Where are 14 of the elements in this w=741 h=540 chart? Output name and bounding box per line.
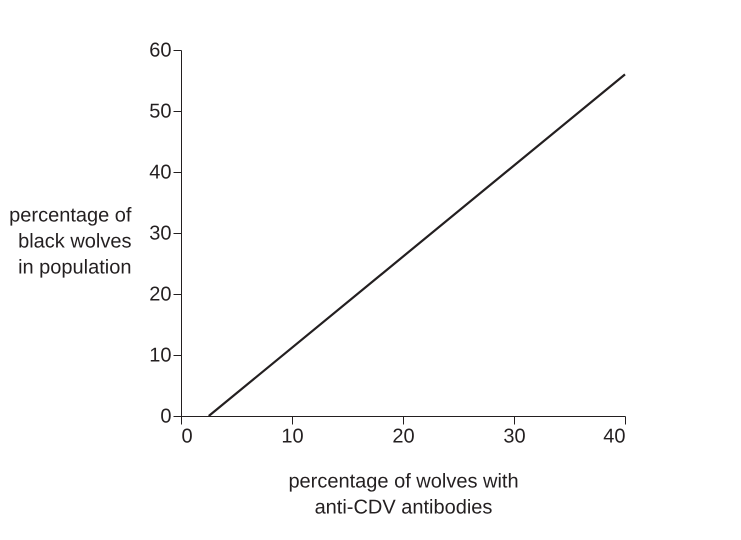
y-tick-label: 40 — [149, 162, 172, 184]
x-tick-label: 20 — [392, 426, 415, 448]
x-tick-label: 0 — [182, 426, 193, 448]
x-tick-label: 10 — [281, 426, 304, 448]
y-tick-label: 30 — [149, 222, 172, 244]
x-axis-title: percentage of wolves with anti-CDV antibodies — [288, 470, 519, 518]
y-tick-label: 60 — [149, 40, 172, 62]
y-tick-label: 50 — [149, 100, 172, 122]
x-tick-label: 40 — [603, 426, 626, 448]
y-tick-label: 20 — [149, 284, 172, 306]
y-tick-label: 10 — [149, 344, 172, 366]
y-axis-title: percentage of black wolves in population — [9, 204, 132, 278]
y-tick-label: 0 — [160, 406, 172, 428]
x-tick-label: 30 — [503, 426, 526, 448]
